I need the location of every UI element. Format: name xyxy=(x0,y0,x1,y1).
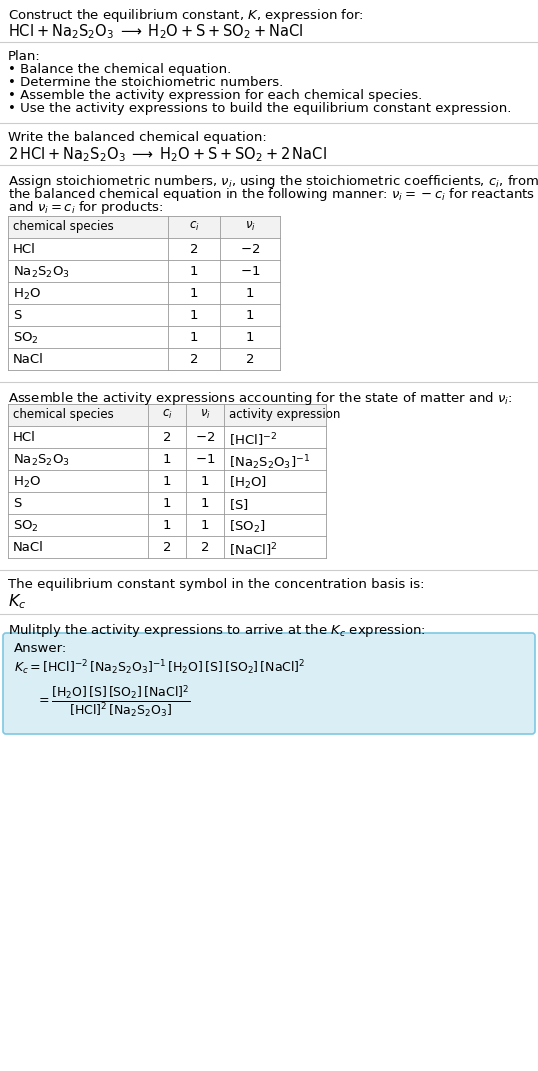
Text: $[\mathrm{Na_2S_2O_3}]^{-1}$: $[\mathrm{Na_2S_2O_3}]^{-1}$ xyxy=(229,453,310,471)
Text: • Determine the stoichiometric numbers.: • Determine the stoichiometric numbers. xyxy=(8,76,283,89)
Text: $[\mathrm{S}]$: $[\mathrm{S}]$ xyxy=(229,497,249,512)
Text: 1: 1 xyxy=(190,265,198,278)
Text: Answer:: Answer: xyxy=(14,642,67,655)
Text: $\mathrm{Na_2S_2O_3}$: $\mathrm{Na_2S_2O_3}$ xyxy=(13,265,70,281)
Text: $-2$: $-2$ xyxy=(240,243,260,256)
Text: $\mathrm{HCl + Na_2S_2O_3 \;\longrightarrow\; H_2O + S + SO_2 + NaCl}$: $\mathrm{HCl + Na_2S_2O_3 \;\longrightar… xyxy=(8,22,303,41)
Text: 2: 2 xyxy=(190,353,198,366)
Text: $\mathrm{Na_2S_2O_3}$: $\mathrm{Na_2S_2O_3}$ xyxy=(13,453,70,468)
Text: chemical species: chemical species xyxy=(13,220,114,233)
Text: $-1$: $-1$ xyxy=(195,453,215,466)
Text: HCl: HCl xyxy=(13,243,36,256)
Bar xyxy=(8,404,326,426)
Text: • Assemble the activity expression for each chemical species.: • Assemble the activity expression for e… xyxy=(8,89,422,102)
Bar xyxy=(8,404,326,558)
Text: S: S xyxy=(13,497,22,510)
Text: activity expression: activity expression xyxy=(229,408,341,421)
Text: and $\nu_i = c_i$ for products:: and $\nu_i = c_i$ for products: xyxy=(8,199,164,216)
Text: the balanced chemical equation in the following manner: $\nu_i = -c_i$ for react: the balanced chemical equation in the fo… xyxy=(8,186,535,203)
Text: $\mathrm{SO_2}$: $\mathrm{SO_2}$ xyxy=(13,331,39,346)
Text: $[\mathrm{NaCl}]^2$: $[\mathrm{NaCl}]^2$ xyxy=(229,541,277,559)
Text: $K_c$: $K_c$ xyxy=(8,592,26,610)
Text: 1: 1 xyxy=(190,331,198,344)
Text: $\mathrm{2\,HCl + Na_2S_2O_3 \;\longrightarrow\; H_2O + S + SO_2 + 2\,NaCl}$: $\mathrm{2\,HCl + Na_2S_2O_3 \;\longrigh… xyxy=(8,145,327,164)
Text: 1: 1 xyxy=(163,497,171,510)
Text: Plan:: Plan: xyxy=(8,50,41,63)
Text: chemical species: chemical species xyxy=(13,408,114,421)
Text: $-2$: $-2$ xyxy=(195,431,215,444)
Text: $= \dfrac{[\mathrm{H_2O}]\,[\mathrm{S}]\,[\mathrm{SO_2}]\,[\mathrm{NaCl}]^2}{[\m: $= \dfrac{[\mathrm{H_2O}]\,[\mathrm{S}]\… xyxy=(36,683,191,719)
Text: 2: 2 xyxy=(163,431,171,444)
Text: 1: 1 xyxy=(246,331,254,344)
Text: Mulitply the activity expressions to arrive at the $K_c$ expression:: Mulitply the activity expressions to arr… xyxy=(8,622,426,639)
Text: $\mathrm{SO_2}$: $\mathrm{SO_2}$ xyxy=(13,519,39,534)
Text: $[\mathrm{SO_2}]$: $[\mathrm{SO_2}]$ xyxy=(229,519,266,536)
Text: • Balance the chemical equation.: • Balance the chemical equation. xyxy=(8,63,231,76)
Text: $\nu_i$: $\nu_i$ xyxy=(245,220,256,233)
Text: NaCl: NaCl xyxy=(13,353,44,366)
Text: 2: 2 xyxy=(190,243,198,256)
Text: $-1$: $-1$ xyxy=(240,265,260,278)
Text: $K_c = [\mathrm{HCl}]^{-2}\,[\mathrm{Na_2S_2O_3}]^{-1}\,[\mathrm{H_2O}]\,[\mathr: $K_c = [\mathrm{HCl}]^{-2}\,[\mathrm{Na_… xyxy=(14,658,306,677)
Text: Write the balanced chemical equation:: Write the balanced chemical equation: xyxy=(8,131,267,144)
Text: $\mathrm{H_2O}$: $\mathrm{H_2O}$ xyxy=(13,476,41,491)
Text: The equilibrium constant symbol in the concentration basis is:: The equilibrium constant symbol in the c… xyxy=(8,578,424,591)
Text: 1: 1 xyxy=(163,519,171,532)
Text: $\mathrm{H_2O}$: $\mathrm{H_2O}$ xyxy=(13,287,41,302)
Text: 1: 1 xyxy=(201,519,209,532)
Text: 1: 1 xyxy=(201,497,209,510)
Text: $\nu_i$: $\nu_i$ xyxy=(200,408,210,421)
Text: 1: 1 xyxy=(246,310,254,322)
Text: Assign stoichiometric numbers, $\nu_i$, using the stoichiometric coefficients, $: Assign stoichiometric numbers, $\nu_i$, … xyxy=(8,174,538,190)
Text: HCl: HCl xyxy=(13,431,36,444)
Text: 1: 1 xyxy=(246,287,254,300)
Text: NaCl: NaCl xyxy=(13,541,44,554)
Text: 1: 1 xyxy=(190,287,198,300)
Text: • Use the activity expressions to build the equilibrium constant expression.: • Use the activity expressions to build … xyxy=(8,102,512,115)
Text: $[\mathrm{H_2O}]$: $[\mathrm{H_2O}]$ xyxy=(229,476,267,492)
Text: $[\mathrm{HCl}]^{-2}$: $[\mathrm{HCl}]^{-2}$ xyxy=(229,431,277,449)
Text: 2: 2 xyxy=(201,541,209,554)
Text: Construct the equilibrium constant, $K$, expression for:: Construct the equilibrium constant, $K$,… xyxy=(8,7,364,24)
Text: $c_i$: $c_i$ xyxy=(161,408,172,421)
Text: 1: 1 xyxy=(190,310,198,322)
FancyBboxPatch shape xyxy=(3,633,535,734)
Text: 1: 1 xyxy=(163,453,171,466)
Text: $c_i$: $c_i$ xyxy=(189,220,200,233)
Text: 1: 1 xyxy=(163,476,171,488)
Text: 1: 1 xyxy=(201,476,209,488)
Bar xyxy=(8,216,280,238)
Text: 2: 2 xyxy=(246,353,254,366)
Text: Assemble the activity expressions accounting for the state of matter and $\nu_i$: Assemble the activity expressions accoun… xyxy=(8,390,513,407)
Text: S: S xyxy=(13,310,22,322)
Text: 2: 2 xyxy=(163,541,171,554)
Bar xyxy=(8,216,280,369)
